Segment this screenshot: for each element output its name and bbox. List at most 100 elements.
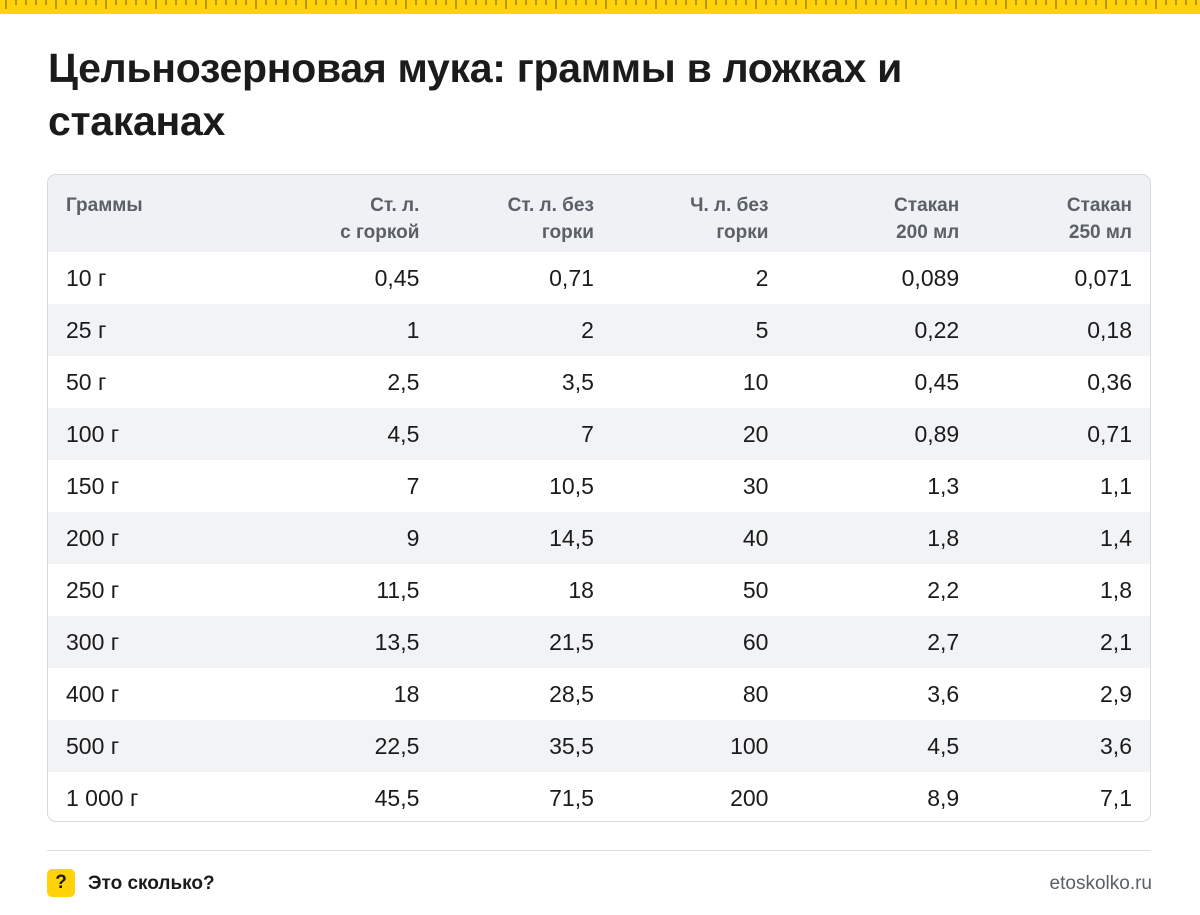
value-cell: 4,5 [768, 720, 960, 772]
value-cell: 21,5 [419, 616, 594, 668]
value-cell: 22,5 [250, 720, 420, 772]
value-cell: 0,45 [374, 265, 420, 291]
footer-divider [47, 850, 1151, 851]
value-cell: 14,5 [419, 512, 594, 564]
grams-cell: 100 г [48, 408, 251, 460]
value-cell: 1,8 [768, 512, 960, 564]
header-label: Ч. л. без [690, 195, 769, 216]
conversion-table: Граммы Ст. л. с горкой Ст. л. без горки … [47, 174, 1151, 822]
question-badge-icon: ? [47, 869, 75, 897]
table-header-row: Граммы Ст. л. с горкой Ст. л. без горки … [48, 175, 1150, 252]
table-row: 10 г 0,45 0,71 2 0,089 0,071 [48, 252, 1150, 304]
brand-name: Это сколько? [88, 873, 215, 894]
value-cell: 7 [419, 408, 594, 460]
value-cell: 0,22 [768, 304, 960, 356]
grams-cell: 300 г [48, 616, 251, 668]
header-tbsp-heaped: Ст. л. с горкой [250, 175, 420, 252]
header-label: 250 мл [1068, 222, 1132, 243]
ruler-strip [0, 0, 1200, 14]
value-cell: 80 [742, 681, 769, 707]
value-cell: 2,5 [387, 369, 420, 395]
table-row: 400 г 18 28,5 80 3,6 2,9 [48, 668, 1150, 720]
value-cell: 0,36 [1087, 369, 1132, 395]
value-cell: 1,8 [1100, 577, 1132, 603]
table-row: 1 000 г 45,5 71,5 200 8,9 7,1 [48, 772, 1150, 821]
value-cell: 2 [419, 304, 594, 356]
value-cell: 9 [250, 512, 420, 564]
value-cell: 13,5 [250, 616, 420, 668]
ruler-ticks [5, 0, 1197, 9]
table-row: 100 г 4,5 7 20 0,89 0,71 [48, 408, 1150, 460]
value-cell: 5 [593, 304, 769, 356]
value-cell: 2,1 [959, 616, 1150, 668]
header-cup-200: Стакан 200 мл [768, 175, 960, 252]
value-cell: 28,5 [549, 681, 594, 707]
value-cell: 100 [593, 720, 769, 772]
header-label: горки [541, 222, 594, 243]
table-row: 25 г 1 2 5 0,22 0,18 [48, 304, 1150, 356]
value-cell: 30 [742, 473, 769, 499]
value-cell: 4,5 [250, 408, 420, 460]
value-cell: 0,71 [549, 265, 594, 291]
value-cell: 7 [406, 473, 420, 499]
value-cell: 60 [593, 616, 769, 668]
value-cell: 200 [730, 785, 769, 811]
value-cell: 8,9 [927, 785, 960, 811]
value-cell: 0,071 [1074, 265, 1132, 291]
site-url[interactable]: etoskolko.ru [1049, 873, 1152, 894]
value-cell: 1,3 [927, 473, 960, 499]
value-cell: 10 [742, 369, 769, 395]
table-row: 500 г 22,5 35,5 100 4,5 3,6 [48, 720, 1150, 772]
value-cell: 0,71 [959, 408, 1150, 460]
grams-cell: 400 г [66, 681, 120, 707]
header-grams: Граммы [48, 175, 251, 252]
value-cell: 1,1 [1100, 473, 1132, 499]
grams-cell: 150 г [66, 473, 120, 499]
header-label: Ст. л. без [507, 195, 594, 216]
value-cell: 45,5 [374, 785, 420, 811]
header-tsp-level: Ч. л. без горки [593, 175, 769, 252]
value-cell: 2,9 [1100, 681, 1132, 707]
header-label: с горкой [340, 222, 420, 243]
header-label: Граммы [66, 195, 143, 216]
value-cell: 11,5 [376, 577, 420, 603]
value-cell: 1,4 [959, 512, 1150, 564]
value-cell: 0,089 [901, 265, 960, 291]
value-cell: 18 [393, 681, 420, 707]
value-cell: 7,1 [1100, 785, 1132, 811]
value-cell: 3,6 [927, 681, 960, 707]
header-label: горки [716, 222, 769, 243]
table-row: 250 г 11,5 18 50 2,2 1,8 [48, 564, 1150, 616]
value-cell: 50 [742, 577, 769, 603]
value-cell: 10,5 [549, 473, 594, 499]
header-label: 200 мл [896, 222, 960, 243]
page-title: Цельнозерновая мука: граммы в ложках и с… [48, 45, 902, 144]
value-cell: 0,18 [959, 304, 1150, 356]
header-cup-250: Стакан 250 мл [959, 175, 1150, 252]
header-label: Стакан [1066, 195, 1132, 216]
value-cell: 40 [593, 512, 769, 564]
grams-cell: 1 000 г [66, 785, 139, 811]
value-cell: 35,5 [419, 720, 594, 772]
value-cell: 18 [568, 577, 594, 603]
table-row: 300 г 13,5 21,5 60 2,7 2,1 [48, 616, 1150, 668]
value-cell: 3,6 [959, 720, 1150, 772]
grams-cell: 200 г [48, 512, 251, 564]
table-row: 150 г 7 10,5 30 1,3 1,1 [48, 460, 1150, 512]
value-cell: 2 [755, 265, 769, 291]
value-cell: 3,5 [561, 369, 594, 395]
header-tbsp-level: Ст. л. без горки [419, 175, 594, 252]
table-body: 10 г 0,45 0,71 2 0,089 0,071 25 г 1 2 5 0,22 0,18 50… [48, 252, 1150, 821]
grams-cell: 10 г [66, 265, 107, 291]
grams-cell: 25 г [48, 304, 251, 356]
header-label: Стакан [894, 195, 960, 216]
value-cell: 71,5 [549, 785, 594, 811]
value-cell: 0,89 [768, 408, 960, 460]
value-cell: 20 [593, 408, 769, 460]
value-cell: 0,45 [914, 369, 960, 395]
grams-cell: 250 г [66, 577, 120, 603]
header-label: Ст. л. [370, 195, 420, 216]
value-cell: 2,2 [927, 577, 960, 603]
value-cell: 1 [250, 304, 420, 356]
table-row: 200 г 9 14,5 40 1,8 1,4 [48, 512, 1150, 564]
